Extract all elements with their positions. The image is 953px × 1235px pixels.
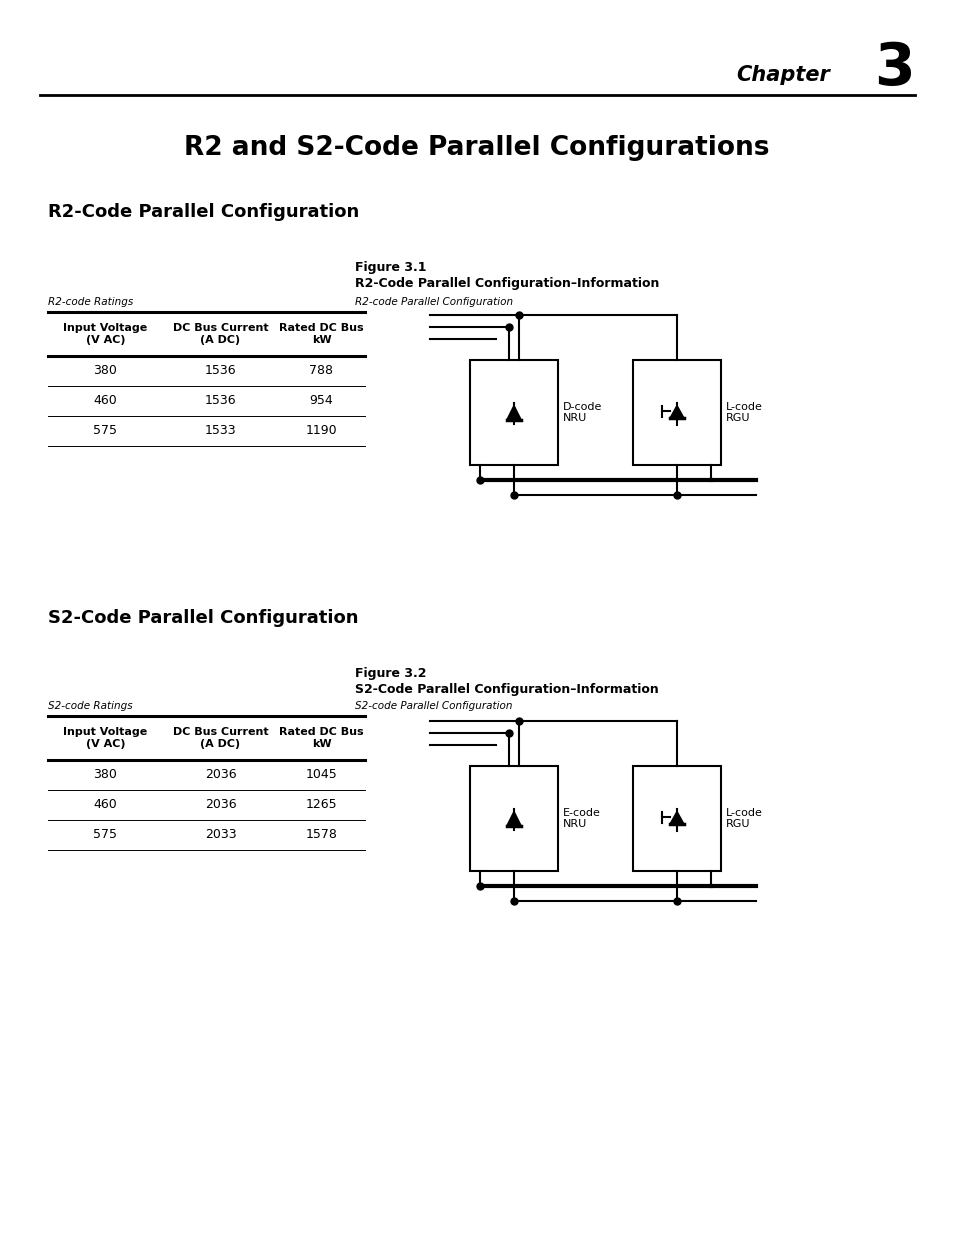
Bar <box>633 766 720 871</box>
Text: 575: 575 <box>93 829 117 841</box>
Text: R2-code Ratings: R2-code Ratings <box>48 296 133 308</box>
Text: 1265: 1265 <box>305 799 337 811</box>
Text: 2036: 2036 <box>205 799 236 811</box>
Text: Chapter: Chapter <box>736 65 829 85</box>
Text: R2-code Parallel Configuration: R2-code Parallel Configuration <box>355 296 513 308</box>
Text: DC Bus Current
(A DC): DC Bus Current (A DC) <box>172 324 268 345</box>
Text: S2-Code Parallel Configuration: S2-Code Parallel Configuration <box>48 609 358 627</box>
Text: S2-code Parallel Configuration: S2-code Parallel Configuration <box>355 701 512 711</box>
Text: 1578: 1578 <box>305 829 337 841</box>
Text: 380: 380 <box>93 768 117 782</box>
Text: Rated DC Bus
kW: Rated DC Bus kW <box>279 324 363 345</box>
Text: 3: 3 <box>874 40 914 96</box>
Text: R2-Code Parallel Configuration–Information: R2-Code Parallel Configuration–Informati… <box>355 278 659 290</box>
Text: R2-Code Parallel Configuration: R2-Code Parallel Configuration <box>48 203 359 221</box>
Text: L-code
RGU: L-code RGU <box>725 808 762 829</box>
Text: 575: 575 <box>93 425 117 437</box>
Text: 1045: 1045 <box>305 768 337 782</box>
Text: 2036: 2036 <box>205 768 236 782</box>
Text: 460: 460 <box>93 394 117 408</box>
Text: 2033: 2033 <box>205 829 236 841</box>
Text: DC Bus Current
(A DC): DC Bus Current (A DC) <box>172 727 268 748</box>
Text: 1190: 1190 <box>305 425 337 437</box>
Text: 460: 460 <box>93 799 117 811</box>
Text: E-code
NRU: E-code NRU <box>562 808 600 829</box>
Polygon shape <box>506 811 520 825</box>
Text: R2 and S2-Code Parallel Configurations: R2 and S2-Code Parallel Configurations <box>184 135 769 161</box>
Text: 1533: 1533 <box>205 425 236 437</box>
Text: L-code
RGU: L-code RGU <box>725 401 762 424</box>
Text: D-code
NRU: D-code NRU <box>562 401 601 424</box>
Polygon shape <box>506 405 520 420</box>
Text: 380: 380 <box>93 364 117 378</box>
Text: Input Voltage
(V AC): Input Voltage (V AC) <box>63 324 148 345</box>
Text: Rated DC Bus
kW: Rated DC Bus kW <box>279 727 363 748</box>
Text: Input Voltage
(V AC): Input Voltage (V AC) <box>63 727 148 748</box>
Text: Figure 3.1: Figure 3.1 <box>355 262 426 274</box>
Text: 788: 788 <box>309 364 334 378</box>
Text: 1536: 1536 <box>205 364 236 378</box>
Polygon shape <box>669 405 683 419</box>
Text: 954: 954 <box>310 394 333 408</box>
Polygon shape <box>669 811 683 824</box>
Bar <box>470 359 558 466</box>
Text: S2-Code Parallel Configuration–Information: S2-Code Parallel Configuration–Informati… <box>355 683 659 695</box>
Text: 1536: 1536 <box>205 394 236 408</box>
Bar <box>633 359 720 466</box>
Bar <box>470 766 558 871</box>
Text: S2-code Ratings: S2-code Ratings <box>48 701 132 711</box>
Text: Figure 3.2: Figure 3.2 <box>355 667 426 679</box>
